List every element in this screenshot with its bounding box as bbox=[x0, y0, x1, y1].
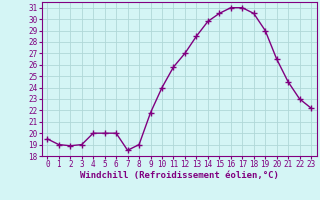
X-axis label: Windchill (Refroidissement éolien,°C): Windchill (Refroidissement éolien,°C) bbox=[80, 171, 279, 180]
